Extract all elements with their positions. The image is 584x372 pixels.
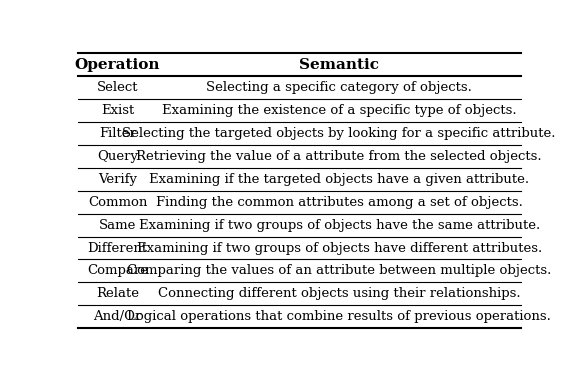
Text: Same: Same [99,219,136,232]
Text: Exist: Exist [101,104,134,117]
Text: Filter: Filter [99,127,136,140]
Text: Relate: Relate [96,287,139,300]
Text: Selecting the targeted objects by looking for a specific attribute.: Selecting the targeted objects by lookin… [123,127,556,140]
Text: Different: Different [88,241,148,254]
Text: Connecting different objects using their relationships.: Connecting different objects using their… [158,287,520,300]
Text: Logical operations that combine results of previous operations.: Logical operations that combine results … [127,310,551,323]
Text: Examining the existence of a specific type of objects.: Examining the existence of a specific ty… [162,104,516,117]
Text: And/Or: And/Or [93,310,142,323]
Text: Common: Common [88,196,147,209]
Text: Operation: Operation [75,58,160,72]
Text: Finding the common attributes among a set of objects.: Finding the common attributes among a se… [156,196,523,209]
Text: Examining if the targeted objects have a given attribute.: Examining if the targeted objects have a… [149,173,529,186]
Text: Retrieving the value of a attribute from the selected objects.: Retrieving the value of a attribute from… [137,150,542,163]
Text: Examining if two groups of objects have the same attribute.: Examining if two groups of objects have … [138,219,540,232]
Text: Verify: Verify [98,173,137,186]
Text: Examining if two groups of objects have different attributes.: Examining if two groups of objects have … [137,241,542,254]
Text: Select: Select [97,81,138,94]
Text: Semantic: Semantic [299,58,379,72]
Text: Query: Query [97,150,138,163]
Text: Selecting a specific category of objects.: Selecting a specific category of objects… [206,81,472,94]
Text: Comparing the values of an attribute between multiple objects.: Comparing the values of an attribute bet… [127,264,551,278]
Text: Compare: Compare [87,264,148,278]
